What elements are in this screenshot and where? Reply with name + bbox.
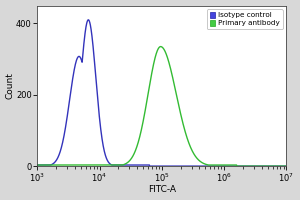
Y-axis label: Count: Count (6, 72, 15, 99)
X-axis label: FITC-A: FITC-A (148, 185, 176, 194)
Legend: Isotype control, Primary antibody: Isotype control, Primary antibody (207, 9, 283, 29)
